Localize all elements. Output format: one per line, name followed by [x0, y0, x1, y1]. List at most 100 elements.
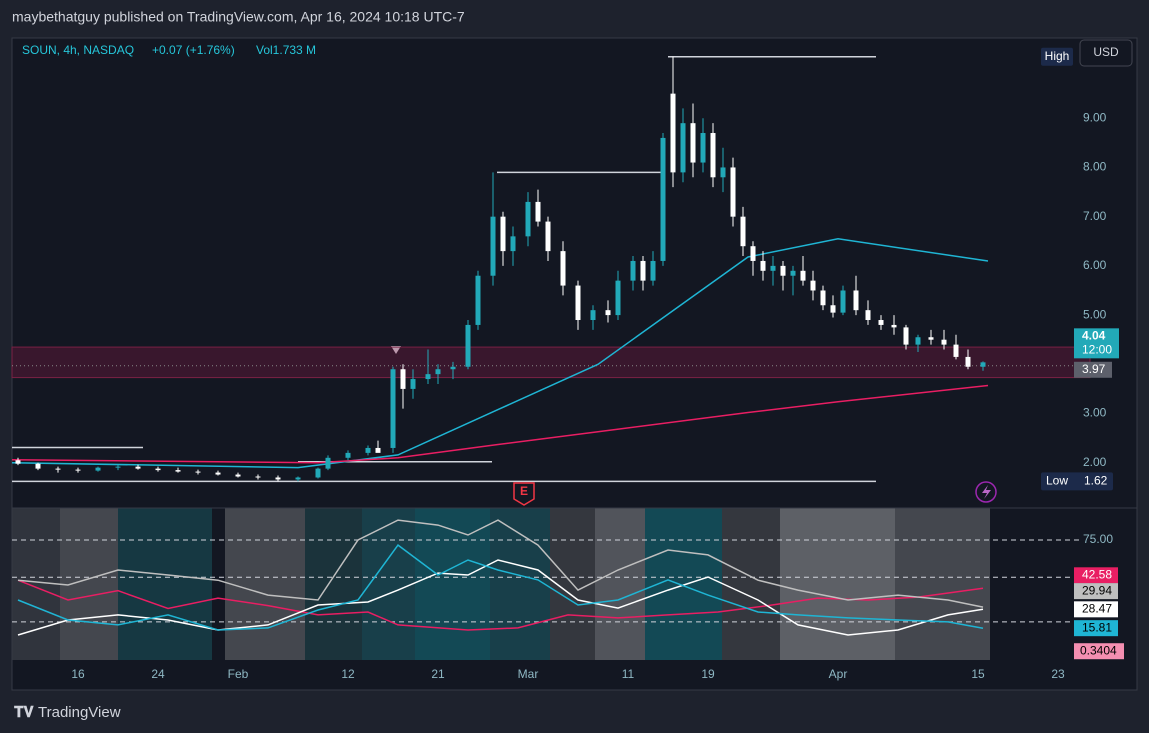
candle-body — [55, 468, 61, 470]
candle-body — [400, 369, 406, 389]
candle-body — [510, 236, 516, 252]
candle-body — [275, 477, 281, 480]
event-icon — [975, 481, 997, 503]
level-badge — [1041, 47, 1073, 66]
candle-body — [853, 290, 859, 311]
candle-body — [891, 324, 897, 328]
candle-body — [575, 285, 581, 321]
candle-body — [878, 320, 884, 325]
signal-marker — [391, 346, 401, 354]
y-tick-label: 6.00 — [1083, 258, 1107, 272]
indicator-value: 29.94 — [1082, 583, 1112, 597]
candle-body — [390, 369, 396, 448]
band — [595, 508, 645, 660]
candle-body — [465, 324, 471, 367]
x-tick-label: Apr — [829, 667, 848, 681]
indicator-badge — [1074, 583, 1118, 600]
candle-body — [820, 290, 826, 306]
brand-logo: 𝐓𝐕 — [14, 704, 35, 721]
indicator-line — [17, 559, 984, 636]
candle-body — [953, 344, 959, 357]
candle-body — [680, 123, 686, 173]
prev-price: 3.97 — [1082, 362, 1106, 376]
candle-body — [690, 123, 696, 163]
candle-body — [865, 310, 871, 321]
candle-body — [790, 270, 796, 276]
candle-body — [325, 457, 331, 469]
band — [60, 508, 118, 660]
candle-body — [810, 280, 816, 291]
candle-body — [135, 466, 141, 469]
candle-body — [365, 447, 371, 453]
x-tick-label: 11 — [622, 667, 635, 681]
candle-body — [615, 280, 621, 316]
candle-body — [590, 310, 596, 321]
candle-body — [710, 133, 716, 178]
last-price: 4.04 — [1082, 329, 1106, 343]
candle-body — [830, 305, 836, 313]
candle-body — [980, 362, 986, 367]
indicator-line — [17, 579, 984, 631]
candle-body — [215, 472, 221, 475]
candle-body — [425, 374, 431, 380]
x-tick-label: 15 — [971, 667, 985, 681]
candle-body — [650, 260, 656, 281]
indicator-badge — [1074, 567, 1118, 584]
indicator-tick-label: 75.00 — [1083, 532, 1113, 546]
candle-body — [605, 310, 611, 316]
candle-body — [95, 467, 101, 471]
button-frame[interactable] — [1079, 39, 1133, 67]
last-time: 12:00 — [1082, 343, 1112, 357]
candle-body — [500, 216, 506, 252]
currency[interactable]: USD — [1093, 45, 1119, 59]
candle-body — [375, 447, 381, 453]
candle-body — [435, 369, 441, 375]
x-tick-label: 12 — [341, 667, 355, 681]
candle-body — [700, 133, 706, 163]
currency-button[interactable]: USD — [1079, 39, 1133, 67]
volume: Vol1.733 M — [256, 43, 316, 57]
zone — [11, 346, 1091, 379]
x-tick-label: 23 — [1051, 667, 1065, 681]
candle-body — [475, 275, 481, 325]
indicator-line — [17, 519, 984, 608]
candle-body — [928, 337, 934, 340]
candle-body — [630, 260, 636, 281]
prev-price-badge — [1074, 361, 1112, 378]
level-value: 1.62 — [1084, 474, 1108, 488]
candle-body — [915, 337, 921, 345]
indicator-value: 0.3404 — [1080, 643, 1117, 657]
y-tick-label: 5.00 — [1083, 307, 1107, 321]
candle-body — [750, 246, 756, 261]
indicator-value: 28.47 — [1082, 601, 1112, 615]
candle-body — [155, 468, 161, 471]
indicator-line — [17, 544, 984, 631]
indicator-badge — [1074, 601, 1118, 618]
candle-body — [450, 366, 456, 370]
moving-average — [11, 238, 989, 469]
candle-body — [15, 460, 21, 464]
candle-body — [35, 463, 41, 469]
candle-body — [670, 93, 676, 173]
event-icon — [982, 485, 991, 499]
y-tick-label: 2.00 — [1083, 455, 1107, 469]
change: +0.07 (+1.76%) — [152, 43, 235, 57]
candle-body — [640, 260, 646, 281]
candle-body — [903, 327, 909, 345]
band — [895, 508, 990, 660]
candle-body — [740, 216, 746, 247]
candle-body — [730, 167, 736, 217]
band — [118, 508, 212, 660]
candle-body — [760, 260, 766, 271]
indicator-bands — [12, 508, 990, 660]
candle-body — [345, 452, 351, 458]
candle-body — [535, 201, 541, 222]
candle-body — [410, 379, 416, 389]
candle-body — [770, 265, 776, 271]
level-badge — [1041, 472, 1113, 491]
symbol: SOUN, 4h, NASDAQ — [22, 43, 134, 57]
band — [305, 508, 362, 660]
event-marker — [513, 482, 535, 506]
